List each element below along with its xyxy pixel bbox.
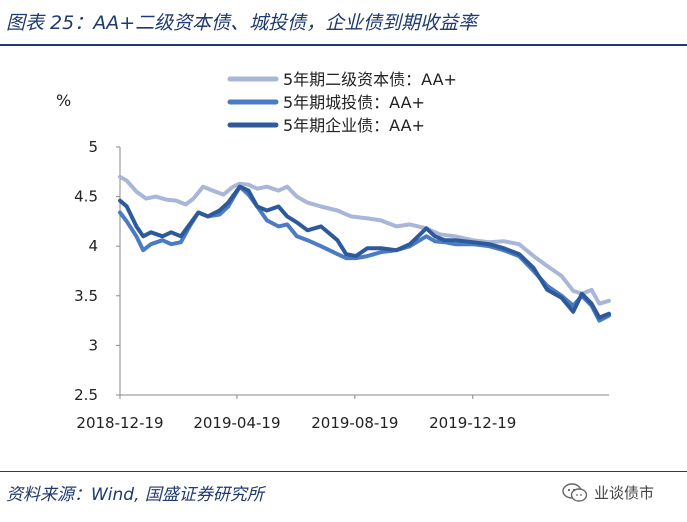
chart-series xyxy=(118,174,611,323)
series-line-2 xyxy=(118,184,611,323)
wechat-icon xyxy=(562,482,588,502)
series-line-1 xyxy=(118,174,611,306)
legend-label-3: 5年期企业债：AA+ xyxy=(283,116,425,135)
watermark-text: 业谈债市 xyxy=(594,484,655,502)
chart-axes: 5 4.5 4 3.5 3 2.5 2018-12-19 2019-04-19 2019-08-… xyxy=(74,138,609,432)
x-tick-label: 2019-12-19 xyxy=(429,414,516,432)
source-rule xyxy=(0,471,687,472)
y-tick-label: 5 xyxy=(88,138,98,156)
x-tick-label: 2018-12-19 xyxy=(76,414,163,432)
y-tick-label: 3 xyxy=(88,336,98,354)
watermark: 业谈债市 xyxy=(562,482,654,503)
chart-legend: 5年期二级资本债：AA+ 5年期城投债：AA+ 5年期企业债：AA+ xyxy=(227,70,457,135)
figure-title: 图表 25：AA+二级资本债、城投债，企业债到期收益率 xyxy=(6,12,478,34)
legend-label-1: 5年期二级资本债：AA+ xyxy=(283,70,457,89)
source-note: 资料来源：Wind, 国盛证券研究所 xyxy=(6,485,264,505)
y-tick-label: 4 xyxy=(88,237,98,255)
y-tick-label: 2.5 xyxy=(74,386,98,404)
series-line-3 xyxy=(118,184,611,320)
title-rule xyxy=(0,44,687,46)
x-tick-label: 2019-08-19 xyxy=(311,414,398,432)
y-axis-label: % xyxy=(56,91,71,110)
y-tick-label: 4.5 xyxy=(74,188,98,206)
y-tick-label: 3.5 xyxy=(74,287,98,305)
x-tick-label: 2019-04-19 xyxy=(193,414,280,432)
legend-label-2: 5年期城投债：AA+ xyxy=(283,93,425,112)
